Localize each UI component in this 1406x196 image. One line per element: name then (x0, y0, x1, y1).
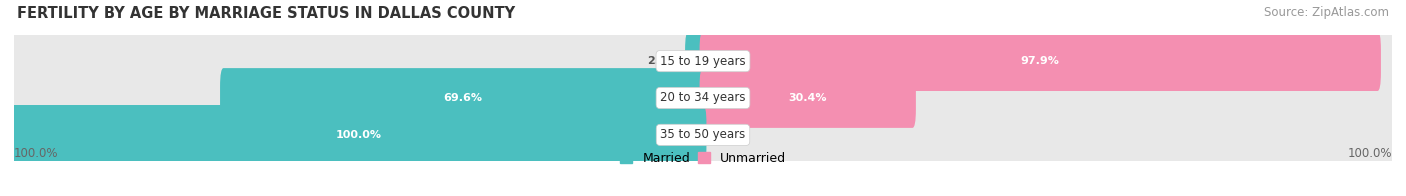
FancyBboxPatch shape (700, 31, 1381, 91)
FancyBboxPatch shape (685, 31, 706, 91)
Text: FERTILITY BY AGE BY MARRIAGE STATUS IN DALLAS COUNTY: FERTILITY BY AGE BY MARRIAGE STATUS IN D… (17, 6, 515, 21)
Text: 69.6%: 69.6% (444, 93, 482, 103)
Text: 100.0%: 100.0% (1347, 147, 1392, 160)
FancyBboxPatch shape (11, 105, 706, 165)
Text: Source: ZipAtlas.com: Source: ZipAtlas.com (1264, 6, 1389, 19)
Text: 35 to 50 years: 35 to 50 years (661, 128, 745, 141)
Text: 100.0%: 100.0% (14, 147, 59, 160)
FancyBboxPatch shape (11, 68, 706, 128)
Text: 2.1%: 2.1% (647, 56, 678, 66)
FancyBboxPatch shape (700, 105, 1395, 165)
FancyBboxPatch shape (11, 105, 706, 165)
Text: 15 to 19 years: 15 to 19 years (661, 55, 745, 68)
Legend: Married, Unmarried: Married, Unmarried (614, 147, 792, 170)
FancyBboxPatch shape (11, 31, 706, 91)
Text: 20 to 34 years: 20 to 34 years (661, 92, 745, 104)
Text: 97.9%: 97.9% (1021, 56, 1060, 66)
FancyBboxPatch shape (700, 31, 1395, 91)
Text: 100.0%: 100.0% (336, 130, 381, 140)
FancyBboxPatch shape (700, 68, 915, 128)
FancyBboxPatch shape (700, 68, 1395, 128)
Text: 30.4%: 30.4% (789, 93, 827, 103)
FancyBboxPatch shape (221, 68, 706, 128)
